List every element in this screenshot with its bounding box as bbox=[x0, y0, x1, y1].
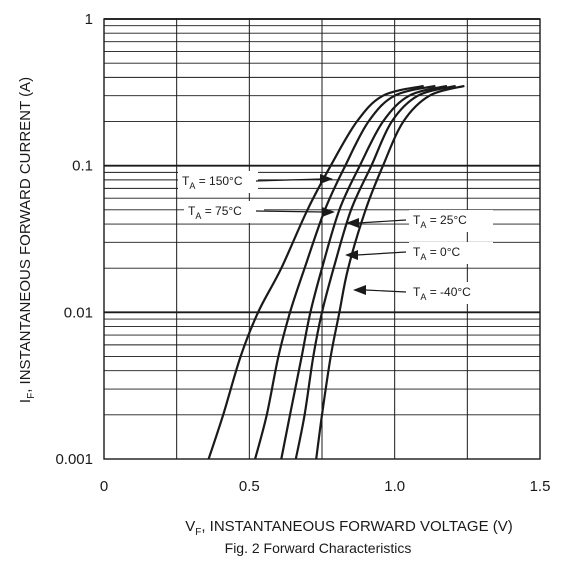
series-label-leader bbox=[364, 289, 407, 293]
series-label-leader bbox=[255, 210, 324, 213]
arrow-head-icon bbox=[353, 285, 366, 295]
series-label-text: TA = 150°C bbox=[182, 174, 243, 191]
grid bbox=[104, 18, 540, 459]
y-tick-label: 0.1 bbox=[72, 158, 93, 175]
y-tick-label: 0.01 bbox=[64, 304, 93, 321]
x-tick-label: 0 bbox=[100, 478, 108, 495]
arrow-head-icon bbox=[345, 250, 358, 260]
plot-frame bbox=[103, 18, 541, 460]
arrow-head-icon bbox=[320, 174, 333, 184]
series-label-3: TA = 0°C bbox=[345, 242, 493, 264]
arrow-head-icon bbox=[322, 207, 335, 217]
series-label-bg bbox=[178, 171, 258, 193]
y-axis-title-rest: , INSTANTANEOUS FORWARD CURRENT (A) bbox=[17, 77, 34, 393]
series-label-bg bbox=[409, 242, 493, 264]
series-label-text: TA = 0°C bbox=[413, 245, 461, 262]
series-label-text: TA = 75°C bbox=[188, 204, 242, 221]
y-axis-title-sub: F bbox=[26, 393, 37, 399]
series-label-leader bbox=[356, 251, 407, 256]
series-label-leader bbox=[357, 219, 407, 224]
series-label-leader bbox=[255, 178, 322, 182]
caption: Fig. 2 Forward Characteristics bbox=[225, 540, 412, 556]
y-tick-label: 0.001 bbox=[55, 451, 93, 468]
y-axis-title-main: I bbox=[17, 399, 34, 403]
series-line-2 bbox=[280, 84, 448, 460]
y-tick-label: 1 bbox=[85, 11, 93, 28]
series-label-bg bbox=[409, 210, 493, 232]
series-line-0 bbox=[207, 84, 424, 460]
series-line-3 bbox=[294, 84, 456, 460]
arrow-head-icon bbox=[346, 218, 359, 228]
x-tick-label: 1.5 bbox=[530, 478, 551, 495]
series-label-text: TA = 25°C bbox=[413, 213, 467, 230]
x-axis-title-rest: , INSTANTANEOUS FORWARD VOLTAGE (V) bbox=[201, 518, 512, 535]
series-label-4: TA = -40°C bbox=[353, 282, 493, 304]
series-line-1 bbox=[254, 84, 436, 460]
series-labels: TA = 150°C TA = 75°C TA = 25°C TA = 0°C TA =… bbox=[178, 171, 493, 304]
series-lines bbox=[207, 84, 465, 460]
series-label-1: TA = 75°C bbox=[184, 201, 335, 223]
x-axis-title-sub: F bbox=[195, 527, 201, 538]
x-axis-title-main: V bbox=[185, 518, 195, 535]
series-label-2: TA = 25°C bbox=[346, 210, 493, 232]
series-label-bg bbox=[409, 282, 493, 304]
series-label-0: TA = 150°C bbox=[178, 171, 333, 193]
x-tick-label: 1.0 bbox=[384, 478, 405, 495]
series-label-bg bbox=[184, 201, 264, 223]
series-label-text: TA = -40°C bbox=[413, 285, 471, 302]
x-axis-title: VF, INSTANTANEOUS FORWARD VOLTAGE (V) bbox=[185, 518, 513, 538]
series-line-4 bbox=[315, 84, 465, 460]
x-tick-label: 0.5 bbox=[239, 478, 260, 495]
tick-labels: 0 0.5 1.0 1.5 0.001 0.01 0.1 1 bbox=[55, 11, 550, 495]
y-axis-title: IF, INSTANTANEOUS FORWARD CURRENT (A) bbox=[17, 77, 37, 403]
